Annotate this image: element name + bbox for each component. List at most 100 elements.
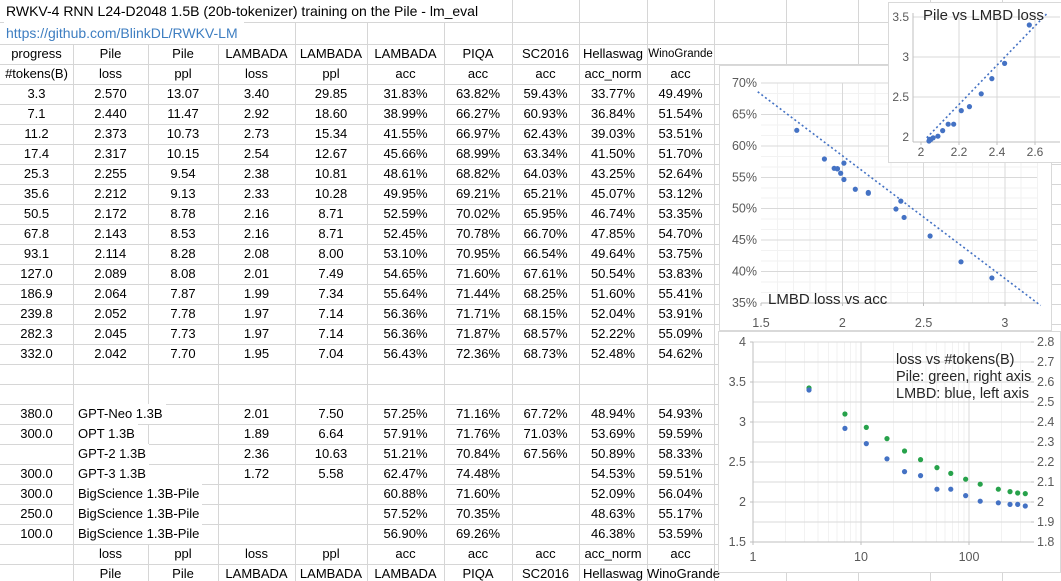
data-cell[interactable]: 68.99% [455,146,501,161]
data-cell[interactable]: 2.143 [94,226,127,241]
data-cell[interactable]: 8.78 [170,206,196,221]
data-cell[interactable]: 300.0 [20,466,53,481]
footer-subheader[interactable]: acc [535,546,556,561]
data-cell[interactable]: 41.50% [590,146,636,161]
data-cell[interactable]: 53.75% [658,246,703,261]
data-cell[interactable]: 7.50 [318,406,344,421]
footer-subheader[interactable]: acc_norm [584,546,642,561]
data-cell[interactable]: 65.21% [523,186,568,201]
data-cell[interactable]: 2.38 [243,166,270,181]
data-cell[interactable]: 70.02% [455,206,501,221]
repo-hyperlink[interactable]: https://github.com/BlinkDL/RWKV-LM [4,22,244,44]
data-cell[interactable]: 8.08 [170,266,196,281]
data-cell[interactable]: 69.21% [455,186,501,201]
footer-subheader[interactable]: loss [244,546,269,561]
data-cell[interactable]: 66.27% [455,106,501,121]
data-cell[interactable]: 57.91% [383,426,428,441]
data-cell[interactable]: 100.0 [20,526,53,541]
data-cell[interactable]: 186.9 [20,286,53,301]
data-cell[interactable]: 6.64 [318,426,344,441]
data-cell[interactable]: 15.34 [314,126,348,141]
data-cell[interactable]: 9.13 [170,186,196,201]
data-cell[interactable]: 11.47 [167,106,199,121]
data-cell[interactable]: 1.99 [243,286,270,301]
data-cell[interactable]: 68.15% [523,306,568,321]
data-cell[interactable]: 66.70% [523,226,568,241]
data-cell[interactable]: 29.85 [314,86,348,101]
data-cell[interactable]: 300.0 [20,486,53,501]
data-cell[interactable]: 239.8 [20,306,53,321]
data-cell[interactable]: 18.60 [314,106,348,121]
data-cell[interactable]: 68.82% [455,166,501,181]
data-cell[interactable]: 2.042 [94,346,127,361]
data-cell[interactable]: 3.3 [27,86,46,101]
data-cell[interactable]: 93.1 [23,246,50,261]
data-cell[interactable]: 12.67 [314,146,348,161]
data-cell[interactable]: 49.64% [590,246,636,261]
data-cell[interactable]: 70.95% [455,246,501,261]
column-subheader[interactable]: acc [670,66,691,81]
data-cell[interactable]: 250.0 [20,506,53,521]
data-cell[interactable]: 66.54% [523,246,568,261]
data-cell[interactable]: 35.6 [23,186,50,201]
data-cell[interactable]: 54.62% [658,346,703,361]
data-cell[interactable]: 10.81 [314,166,348,181]
data-cell[interactable]: 7.04 [318,346,344,361]
data-cell[interactable]: 49.49% [658,86,703,101]
data-cell[interactable]: 53.59% [658,526,703,541]
column-subheader[interactable]: acc [395,66,416,81]
data-cell[interactable]: 52.45% [383,226,428,241]
data-cell[interactable]: 53.69% [590,426,636,441]
data-cell[interactable]: 8.00 [318,246,344,261]
data-cell[interactable]: 7.14 [318,326,344,341]
data-cell[interactable]: 49.95% [383,186,428,201]
data-cell[interactable]: 2.440 [94,106,127,121]
column-header[interactable]: SC2016 [522,46,569,61]
data-cell[interactable]: 48.61% [383,166,428,181]
data-cell[interactable]: 63.82% [455,86,501,101]
data-cell[interactable]: 66.97% [455,126,501,141]
data-cell[interactable]: 380.0 [20,406,53,421]
column-subheader[interactable]: ppl [322,66,340,81]
data-cell[interactable]: 41.55% [383,126,428,141]
chart-pile-vs-lmbd-loss[interactable]: 2 2.2 2.4 2.6 2 2.5 3 3.5 Pile vs LMBD loss [888,2,1061,163]
data-cell[interactable]: 2.01 [243,266,270,281]
data-cell[interactable]: 33.77% [590,86,636,101]
data-cell[interactable]: 46.74% [590,206,636,221]
data-cell[interactable]: 53.91% [658,306,703,321]
data-cell[interactable]: 11.2 [24,126,49,141]
data-cell[interactable]: 2.045 [94,326,127,341]
data-cell[interactable]: 45.07% [590,186,636,201]
footer-header[interactable]: Pile [172,566,194,581]
data-cell[interactable]: 48.94% [590,406,636,421]
data-cell[interactable]: 56.43% [383,346,428,361]
data-cell[interactable]: 1.95 [243,346,270,361]
data-cell[interactable]: 10.73 [166,126,200,141]
data-cell[interactable]: 64.03% [523,166,568,181]
data-cell[interactable]: 17.4 [23,146,50,161]
footer-subheader[interactable]: loss [98,546,123,561]
data-cell[interactable]: 2.01 [243,406,270,421]
data-cell[interactable]: 68.57% [523,326,568,341]
data-cell[interactable]: 56.04% [658,486,703,501]
data-cell[interactable]: 1.72 [243,466,270,481]
column-header[interactable]: PIQA [462,46,494,61]
footer-header[interactable]: WinoGrande [647,566,720,581]
data-cell[interactable]: 2.172 [94,206,127,221]
column-subheader[interactable]: #tokens(B) [5,66,68,81]
data-cell[interactable]: 7.1 [27,106,46,121]
column-header[interactable]: progress [11,46,62,61]
model-name-cell[interactable]: GPT-Neo 1.3B [74,404,166,424]
data-cell[interactable]: 59.43% [523,86,568,101]
data-cell[interactable]: 57.25% [383,406,428,421]
data-cell[interactable]: 7.34 [318,286,344,301]
data-cell[interactable]: 2.089 [94,266,127,281]
data-cell[interactable]: 13.07 [166,86,200,101]
data-cell[interactable]: 9.54 [170,166,196,181]
footer-header[interactable]: LAMBADA [225,566,288,581]
data-cell[interactable]: 51.60% [590,286,636,301]
data-cell[interactable]: 43.25% [590,166,636,181]
data-cell[interactable]: 71.60% [455,486,501,501]
data-cell[interactable]: 71.87% [455,326,501,341]
data-cell[interactable]: 67.8 [23,226,50,241]
